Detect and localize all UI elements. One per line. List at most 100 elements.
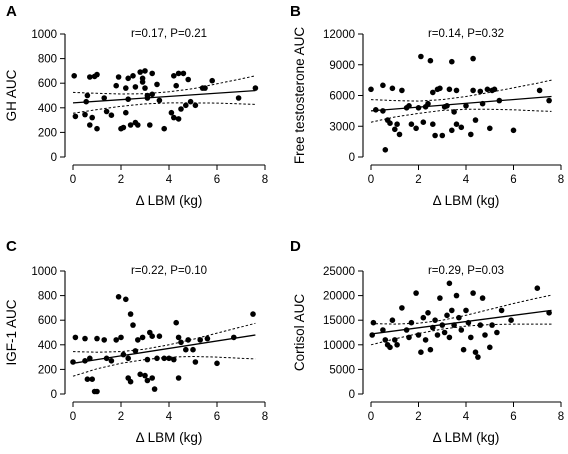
- y-tick-label: 800: [38, 291, 57, 303]
- data-point: [439, 322, 446, 328]
- data-point: [415, 332, 422, 338]
- data-point: [71, 73, 77, 79]
- data-point: [82, 111, 88, 118]
- data-point: [123, 296, 129, 303]
- data-point: [449, 307, 455, 314]
- data-point: [470, 290, 476, 296]
- data-point: [214, 360, 220, 367]
- data-point: [144, 356, 151, 363]
- panel-letter: B: [290, 3, 301, 20]
- data-point: [120, 351, 127, 358]
- ci-lower-line: [370, 323, 552, 346]
- data-point: [449, 127, 455, 134]
- y-tick-label: 400: [38, 103, 57, 115]
- data-point: [202, 85, 208, 91]
- data-point: [192, 359, 199, 365]
- ci-upper-line: [72, 75, 256, 95]
- data-point: [432, 132, 438, 139]
- data-point: [468, 131, 474, 138]
- data-point: [487, 125, 493, 132]
- y-tick-label: 5000: [329, 364, 355, 376]
- data-point: [396, 131, 403, 138]
- data-point: [175, 334, 182, 341]
- data-point: [123, 85, 129, 91]
- data-point: [382, 337, 389, 343]
- x-tick-label: 4: [166, 174, 173, 186]
- x-tick-label: 0: [368, 411, 374, 423]
- data-point: [453, 292, 460, 299]
- x-tick-label: 8: [558, 411, 564, 423]
- data-point: [252, 85, 259, 91]
- data-point: [475, 354, 481, 360]
- x-tick-label: 8: [558, 174, 564, 186]
- data-point: [389, 317, 396, 324]
- y-tick-label: 600: [38, 315, 57, 327]
- panel-b: Br=0.14, P=0.32 0 3000 6000 9000 12000 0 2 4 6 8 Δ …: [290, 3, 564, 208]
- data-point: [94, 335, 100, 342]
- data-point: [408, 319, 415, 326]
- data-point: [101, 95, 107, 101]
- data-point: [458, 124, 465, 131]
- regression-line: [370, 95, 552, 112]
- data-point: [446, 334, 453, 341]
- x-axis-title: Δ LBM (kg): [433, 430, 500, 445]
- data-point: [415, 105, 422, 111]
- data-point: [197, 337, 203, 343]
- data-point: [425, 310, 431, 316]
- data-point: [472, 117, 479, 123]
- data-point: [508, 317, 514, 324]
- data-point: [406, 334, 412, 341]
- data-point: [70, 359, 76, 365]
- data-point: [399, 87, 405, 94]
- data-point: [151, 386, 158, 392]
- data-point: [380, 327, 386, 333]
- data-point: [178, 106, 184, 112]
- x-tick-label: 2: [415, 174, 421, 186]
- data-point: [168, 109, 175, 116]
- x-axis-title: Δ LBM (kg): [136, 430, 203, 445]
- data-point: [403, 327, 410, 333]
- data-point: [479, 295, 486, 301]
- data-point: [190, 346, 196, 353]
- stat-annotation: r=0.29, P=0.03: [428, 265, 504, 277]
- regression-line: [72, 334, 256, 364]
- x-tick-label: 6: [214, 411, 220, 423]
- y-tick-label: 1000: [31, 266, 57, 278]
- x-tick-label: 0: [368, 174, 374, 186]
- y-axis-title: IGF-1 AUC: [4, 299, 19, 365]
- data-point: [425, 100, 431, 107]
- panel-d: Dr=0.29, P=0.03 0 5000 10000 15000 20000 25000…: [290, 238, 564, 445]
- data-point: [387, 120, 393, 126]
- data-point: [430, 89, 436, 96]
- x-tick-label: 8: [262, 174, 268, 186]
- stat-annotation: r=0.14, P=0.32: [428, 28, 504, 40]
- data-point: [477, 88, 484, 95]
- data-point: [147, 122, 153, 128]
- x-tick-label: 6: [510, 174, 516, 186]
- y-tick-label: 25000: [323, 266, 355, 278]
- y-tick-label: 200: [38, 127, 57, 139]
- data-point: [470, 55, 476, 62]
- data-point: [125, 355, 131, 362]
- ci-lower-line: [72, 355, 256, 377]
- data-point: [472, 349, 479, 356]
- data-point: [231, 334, 237, 341]
- data-point: [370, 319, 377, 326]
- data-point: [178, 339, 184, 346]
- x-axis-title: Δ LBM (kg): [136, 193, 203, 208]
- data-point: [382, 147, 389, 153]
- data-point: [183, 346, 189, 353]
- data-point: [125, 75, 131, 82]
- data-point: [89, 376, 95, 383]
- x-axis-title: Δ LBM (kg): [433, 193, 500, 208]
- data-point: [144, 377, 151, 384]
- data-point: [103, 108, 110, 115]
- data-point: [171, 114, 177, 121]
- y-tick-label: 200: [38, 364, 57, 376]
- data-point: [149, 70, 155, 77]
- data-point: [449, 58, 455, 65]
- y-axis-title: GH AUC: [4, 69, 19, 121]
- stat-annotation: r=0.17, P=0.21: [131, 28, 207, 40]
- data-point: [127, 378, 134, 385]
